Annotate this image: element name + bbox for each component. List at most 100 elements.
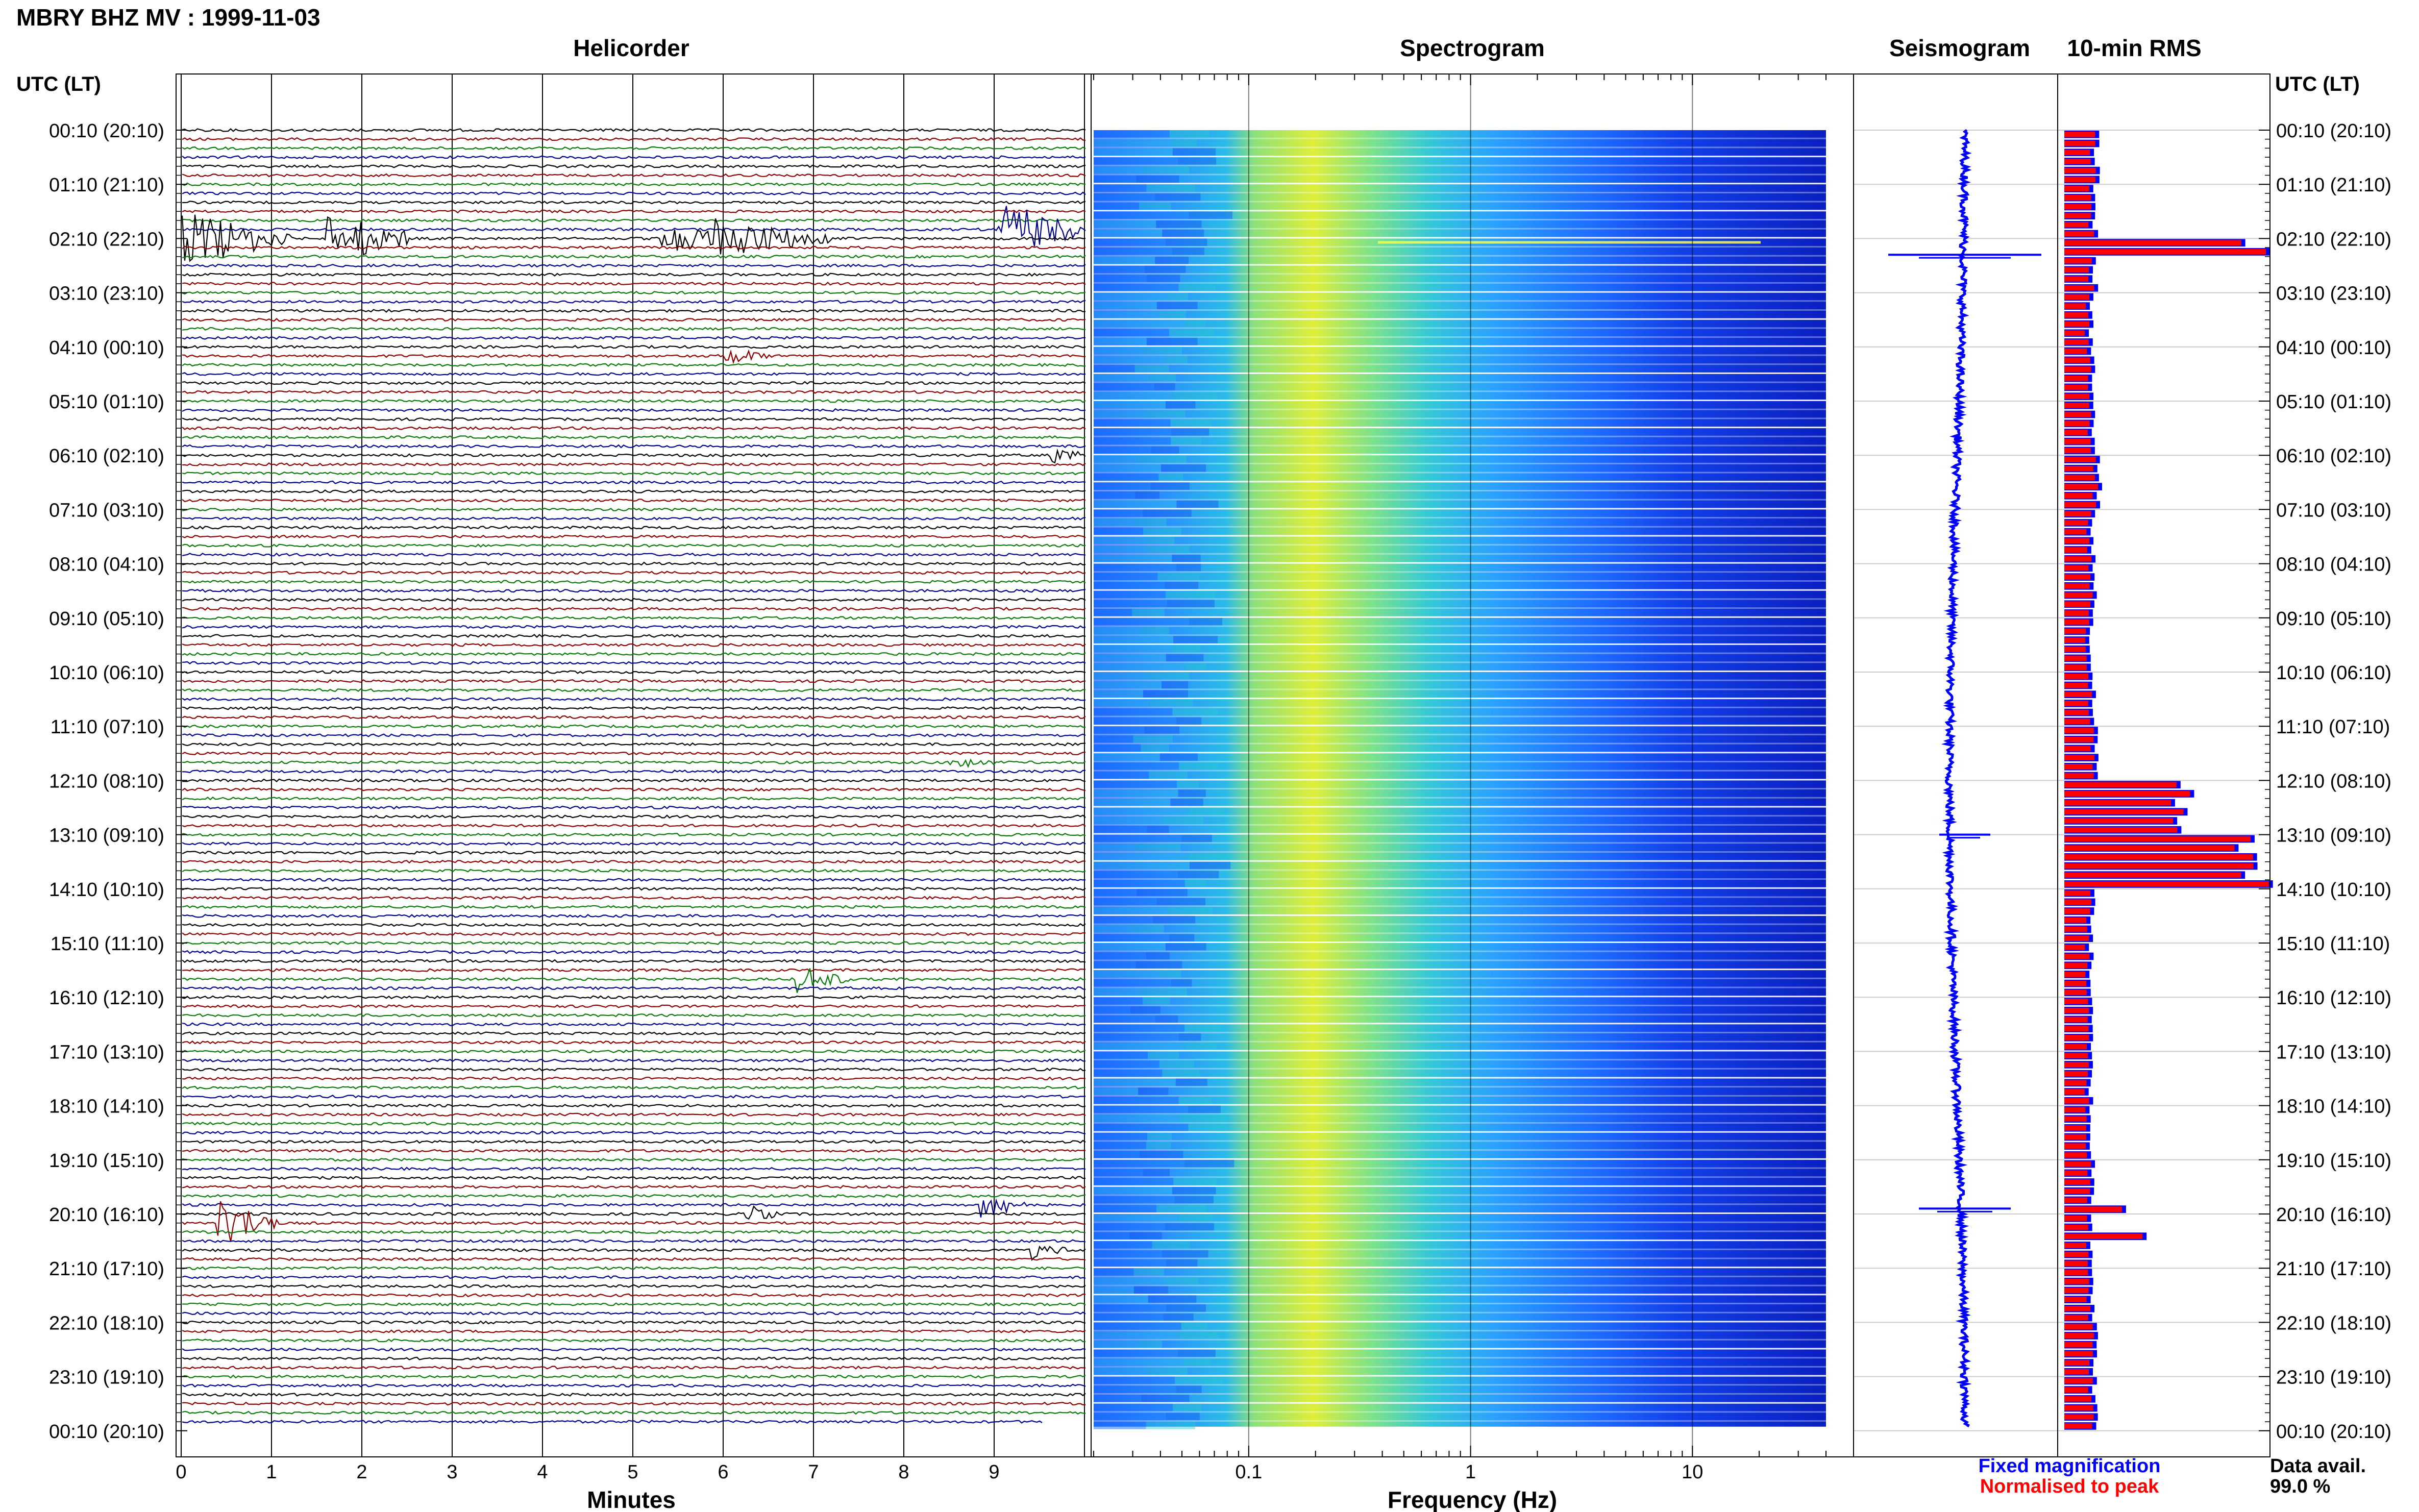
spectrogram-row-gap — [1094, 291, 1826, 293]
spectrogram-band — [1094, 997, 1143, 1005]
rms-bar-normalised — [2064, 177, 2095, 183]
helicorder-trace — [182, 886, 1086, 891]
spectrogram-band — [1165, 1223, 1215, 1231]
helicorder-trace — [182, 155, 1086, 159]
rms-bar-normalised — [2064, 321, 2090, 327]
spectrogram-band — [1094, 1295, 1148, 1303]
spectrogram-row-gap — [1094, 1176, 1826, 1178]
spectrogram-band — [1162, 229, 1204, 237]
spectrogram-band — [1094, 762, 1179, 770]
helicorder-trace — [182, 607, 1086, 611]
rms-panel — [2058, 130, 2273, 1431]
rms-bar-normalised — [2064, 782, 2177, 788]
spectrogram-row-gap — [1094, 671, 1826, 672]
spectrogram-band — [1094, 672, 1147, 680]
frequency-tick-label: 0.1 — [1235, 1461, 1262, 1483]
helicorder-trace — [182, 1122, 1086, 1126]
rms-bar-normalised — [2064, 1143, 2086, 1149]
spectrogram-band — [1167, 600, 1215, 608]
spectrogram-band — [1094, 229, 1163, 237]
rms-bar-normalised — [2064, 529, 2087, 535]
helicorder-trace — [182, 571, 1086, 575]
spectrogram-row-gap — [1094, 688, 1826, 690]
spectrogram-row-gap — [1094, 454, 1826, 456]
spectrogram-row-gap — [1094, 1357, 1826, 1359]
spectrogram-band — [1094, 1241, 1152, 1249]
spectrogram-band — [1094, 861, 1190, 870]
rms-bar-normalised — [2064, 475, 2095, 481]
spectrogram-band — [1189, 211, 1232, 219]
helicorder-trace — [182, 851, 1086, 855]
spectrogram-row-gap — [1094, 318, 1826, 320]
spectrogram-band — [1094, 798, 1171, 806]
spectrogram-band — [1094, 871, 1178, 879]
frequency-tick-label: 1 — [1465, 1461, 1476, 1483]
helicorder-trace — [182, 859, 1086, 864]
spectrogram-band — [1189, 807, 1224, 815]
spectrogram-row-gap — [1094, 788, 1826, 790]
spectrogram-band — [1094, 157, 1178, 165]
spectrogram-row-gap — [1094, 1339, 1826, 1341]
panel-frames — [176, 73, 2270, 1457]
spectrogram-row-gap — [1094, 1013, 1826, 1015]
rms-bar-normalised — [2064, 276, 2089, 282]
rms-bar-normalised — [2064, 574, 2091, 580]
spectrogram-row-gap — [1094, 300, 1826, 302]
spectrogram-band — [1173, 1178, 1217, 1185]
spectrogram-xlabel: Frequency (Hz) — [1388, 1486, 1557, 1512]
helicorder-trace — [182, 1067, 1086, 1072]
helicorder-trace — [182, 290, 1086, 295]
rms-bar-normalised — [2064, 736, 2094, 742]
spectrogram-row-gap — [1094, 932, 1826, 934]
spectrogram-row-gap — [1094, 408, 1826, 410]
rms-bar-normalised — [2064, 881, 2269, 887]
spectrogram-row-gap — [1094, 1212, 1826, 1214]
rms-bar-normalised — [2064, 908, 2090, 914]
spectrogram-event — [1378, 241, 1761, 244]
spectrogram-band — [1147, 546, 1190, 553]
rms-bar-normalised — [2064, 809, 2184, 815]
spectrogram-row-gap — [1094, 860, 1826, 862]
spectrogram-row-gap — [1094, 246, 1826, 248]
spectrogram-band — [1142, 997, 1170, 1005]
left-time-label: 00:10 (20:10) — [49, 1421, 164, 1443]
rms-bar-normalised — [2064, 1224, 2088, 1230]
spectrogram-band — [1170, 419, 1211, 427]
rms-bar-normalised — [2064, 556, 2092, 562]
spectrogram-band — [1094, 1385, 1176, 1393]
spectrogram-row-gap — [1094, 237, 1826, 239]
spectrogram-band — [1174, 1196, 1214, 1204]
rms-bar-normalised — [2064, 493, 2093, 499]
rms-bar-normalised — [2064, 186, 2089, 191]
spectrogram-row-gap — [1094, 1248, 1826, 1250]
spectrogram-row-gap — [1094, 1384, 1826, 1386]
minutes-tick-label: 5 — [627, 1461, 638, 1483]
spectrogram-band — [1094, 1186, 1172, 1195]
right-time-label: 21:10 (17:10) — [2276, 1258, 2391, 1280]
spectrogram-band — [1094, 1205, 1157, 1212]
spectrogram-band — [1094, 437, 1171, 445]
helicorder-trace — [182, 317, 1086, 322]
spectrogram-band — [1151, 446, 1179, 454]
helicorder-trace — [182, 399, 1086, 403]
spectrogram-band — [1094, 175, 1137, 183]
minutes-tick-label: 3 — [447, 1461, 457, 1483]
helicorder-trace — [182, 634, 1086, 638]
rms-bar-normalised — [2064, 457, 2096, 462]
spectrogram-band — [1167, 292, 1188, 301]
spectrogram-band — [1094, 1322, 1181, 1330]
left-time-label: 11:10 (07:10) — [51, 716, 164, 738]
left-time-label: 20:10 (16:10) — [49, 1204, 164, 1226]
helicorder-trace — [182, 1410, 1086, 1415]
rms-bar-normalised — [2064, 484, 2098, 489]
helicorder-trace — [182, 652, 1086, 656]
spectrogram-row-gap — [1094, 1420, 1826, 1422]
helicorder-trace — [182, 1085, 1086, 1090]
rms-bar-normalised — [2064, 1089, 2085, 1095]
rms-bar-normalised — [2064, 1080, 2087, 1086]
helicorder-trace — [182, 489, 1086, 493]
spectrogram-row-gap — [1094, 146, 1826, 148]
spectrogram-band — [1140, 627, 1170, 635]
left-time-label: 00:10 (20:10) — [49, 120, 164, 142]
rms-bar-normalised — [2064, 691, 2092, 698]
